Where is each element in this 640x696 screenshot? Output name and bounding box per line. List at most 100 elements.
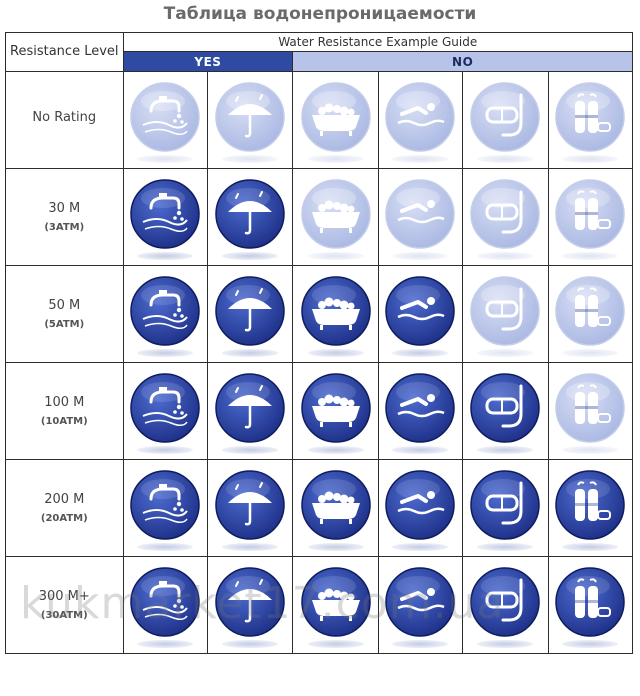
depth-label: 50 M [48,298,81,313]
table-row: 300 M+ (30ATM) [5,556,634,654]
scuba-tanks-icon [554,465,626,551]
snorkel-mask-icon [469,77,541,163]
umbrella-rain-icon [214,174,286,260]
page-title: Таблица водонепроницаемости [163,4,477,24]
resistance-level-cell: 30 M (3ATM) [5,168,124,266]
table-body: No Rating 30 M (3ATM) 50 M (5ATM) 100 M (10ATM… [5,71,634,654]
depth-label: 100 M [44,395,85,410]
umbrella-rain-icon [214,368,286,454]
snorkel-mask-icon [469,465,541,551]
yes-band: YES [122,51,294,72]
activity-cell [462,168,549,266]
depth-label: 30 M [48,201,81,216]
activity-cell [292,71,379,169]
depth-label: No Rating [32,109,97,125]
activity-cell [122,459,208,557]
table-row: 100 M (10ATM) [5,362,634,460]
atm-label: (10ATM) [40,416,88,427]
scuba-tanks-icon [554,77,626,163]
umbrella-rain-icon [214,562,286,648]
umbrella-rain-icon [214,77,286,163]
activity-cell [547,71,634,169]
activity-cell [547,168,634,266]
activity-cell [206,556,294,654]
example-guide-header: Water Resistance Example Guide [122,32,634,52]
depth-label: 200 M [44,492,85,507]
activity-cell [462,71,549,169]
resistance-level-header: Resistance Level [5,32,124,72]
no-band: NO [292,51,633,72]
activity-cell [292,265,379,363]
atm-label: (30ATM) [40,610,88,621]
snorkel-mask-icon [469,174,541,260]
activity-cell [547,556,634,654]
bathtub-icon [300,368,372,454]
atm-label: (3ATM) [44,222,85,233]
activity-cell [547,265,634,363]
activity-cell [206,168,294,266]
umbrella-rain-icon [214,465,286,551]
activity-cell [292,459,379,557]
activity-cell [462,459,549,557]
activity-cell [292,362,379,460]
table-row: No Rating [5,71,634,169]
swimmer-icon [384,271,456,357]
swimmer-icon [384,368,456,454]
activity-cell [377,168,464,266]
activity-cell [122,265,208,363]
table-row: 30 M (3ATM) [5,168,634,266]
activity-cell [206,265,294,363]
activity-cell [206,459,294,557]
activity-cell [377,459,464,557]
scuba-tanks-icon [554,174,626,260]
activity-cell [547,362,634,460]
snorkel-mask-icon [469,271,541,357]
activity-cell [377,556,464,654]
atm-label: (20ATM) [40,513,88,524]
faucet-splash-icon [129,77,201,163]
activity-cell [206,71,294,169]
resistance-level-cell: 50 M (5ATM) [5,265,124,363]
atm-label: (5ATM) [44,319,85,330]
activity-cell [377,71,464,169]
activity-cell [462,265,549,363]
bathtub-icon [300,77,372,163]
resistance-level-cell: 200 M (20ATM) [5,459,124,557]
bathtub-icon [300,174,372,260]
activity-cell [292,168,379,266]
activity-cell [462,362,549,460]
activity-cell [292,556,379,654]
faucet-splash-icon [129,271,201,357]
depth-label: 300 M+ [38,589,90,604]
faucet-splash-icon [129,465,201,551]
umbrella-rain-icon [214,271,286,357]
scuba-tanks-icon [554,368,626,454]
scuba-tanks-icon [554,271,626,357]
activity-cell [122,362,208,460]
faucet-splash-icon [129,562,201,648]
faucet-splash-icon [129,368,201,454]
activity-cell [206,362,294,460]
activity-cell [377,362,464,460]
scuba-tanks-icon [554,562,626,648]
snorkel-mask-icon [469,368,541,454]
water-resistance-table: Resistance Level Water Resistance Exampl… [5,32,634,654]
bathtub-icon [300,271,372,357]
activity-cell [547,459,634,557]
table-row: 200 M (20ATM) [5,459,634,557]
swimmer-icon [384,77,456,163]
activity-cell [462,556,549,654]
activity-cell [122,71,208,169]
bathtub-icon [300,465,372,551]
activity-cell [377,265,464,363]
resistance-level-cell: 100 M (10ATM) [5,362,124,460]
swimmer-icon [384,174,456,260]
table-row: 50 M (5ATM) [5,265,634,363]
snorkel-mask-icon [469,562,541,648]
resistance-level-cell: No Rating [5,71,124,169]
faucet-splash-icon [129,174,201,260]
swimmer-icon [384,465,456,551]
swimmer-icon [384,562,456,648]
resistance-level-cell: 300 M+ (30ATM) [5,556,124,654]
activity-cell [122,168,208,266]
